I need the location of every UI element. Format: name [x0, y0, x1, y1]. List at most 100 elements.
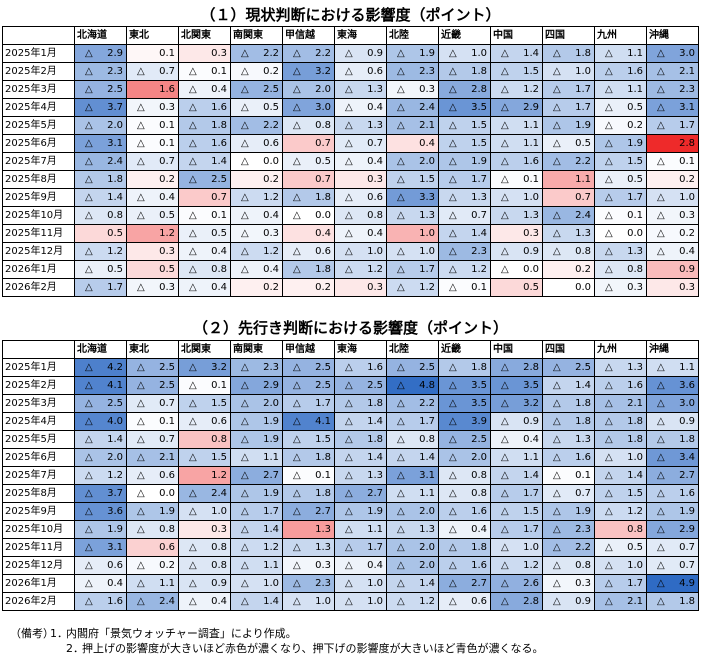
negative-mark: △ — [397, 596, 405, 607]
negative-mark: △ — [397, 452, 405, 463]
heat-cell: △ 1.4 — [74, 188, 127, 207]
negative-mark: △ — [553, 48, 561, 59]
notes-label: （備考） — [10, 627, 54, 640]
negative-mark: △ — [449, 452, 457, 463]
cell-value: 0.3 — [679, 210, 695, 221]
negative-mark: △ — [397, 560, 405, 571]
heat-cell: △ 0.5 — [594, 98, 647, 117]
negative-mark: △ — [553, 210, 561, 221]
heat-cell: △ 1.3 — [594, 242, 647, 261]
cell-value: 2.8 — [471, 84, 487, 95]
negative-mark: △ — [397, 380, 405, 391]
heat-cell: 0.3 — [334, 278, 387, 297]
negative-mark: △ — [293, 264, 301, 275]
heat-cell: △ 0.8 — [178, 260, 231, 279]
cell-value: 3.1 — [679, 102, 695, 113]
cell-value: 1.1 — [523, 138, 539, 149]
negative-mark: △ — [605, 174, 613, 185]
heat-cell: △ 0.6 — [334, 62, 387, 81]
cell-value: 1.5 — [211, 398, 227, 409]
negative-mark: △ — [137, 362, 145, 373]
heat-cell: △ 1.7 — [594, 574, 647, 593]
row-header: 2025年6月 — [2, 448, 75, 467]
cell-value: 0.3 — [367, 282, 383, 293]
negative-mark: △ — [449, 398, 457, 409]
cell-value: 0.3 — [315, 560, 331, 571]
heat-cell: 1.6 — [126, 80, 179, 99]
cell-value: 1.1 — [263, 452, 279, 463]
cell-value: 1.7 — [523, 524, 539, 535]
heat-cell: △ 1.1 — [334, 520, 387, 539]
cell-value: 1.3 — [627, 362, 643, 373]
heat-cell: 0.5 — [126, 260, 179, 279]
cell-value: 1.0 — [419, 228, 435, 239]
heat-cell: △ 2.1 — [386, 116, 439, 135]
heat-cell: △ 1.2 — [334, 260, 387, 279]
heat-cell: △ 1.0 — [594, 448, 647, 467]
heat-cell: 0.2 — [282, 278, 335, 297]
heat-cell: △ 0.8 — [594, 260, 647, 279]
cell-value: 0.1 — [211, 66, 227, 77]
negative-mark: △ — [657, 470, 665, 481]
cell-value: 0.4 — [523, 434, 539, 445]
negative-mark: △ — [657, 120, 665, 131]
row-header: 2025年10月 — [2, 520, 75, 539]
cell-value: 3.2 — [315, 66, 331, 77]
heat-cell: △ 0.5 — [594, 538, 647, 557]
table-row: 2025年12月 △ 1.2 0.3 △ 0.4 △ 1.2 △ 0.6 △ 1.0 △ 1.0 △ 2.3 △… — [2, 242, 699, 261]
cell-value: 3.0 — [679, 48, 695, 59]
heat-cell: △ 1.2 — [490, 80, 543, 99]
negative-mark: △ — [657, 488, 665, 499]
heat-cell: 0.1 — [126, 44, 179, 63]
negative-mark: △ — [449, 66, 457, 77]
heat-cell: △ 2.5 — [74, 394, 127, 413]
heat-cell: 0.2 — [230, 170, 283, 189]
column-header: 沖縄 — [646, 26, 699, 45]
negative-mark: △ — [449, 192, 457, 203]
heat-cell: △ 1.8 — [646, 592, 699, 611]
heat-cell: △ 3.1 — [386, 466, 439, 485]
negative-mark: △ — [137, 282, 145, 293]
heat-cell: 0.8 — [594, 520, 647, 539]
negative-mark: △ — [553, 452, 561, 463]
heat-cell: △ 2.9 — [74, 44, 127, 63]
heat-cell: 0.4 — [282, 224, 335, 243]
cell-value: 0.8 — [471, 488, 487, 499]
negative-mark: △ — [397, 246, 405, 257]
negative-mark: △ — [553, 506, 561, 517]
heat-cell: △ 1.1 — [386, 484, 439, 503]
heat-cell: △ 1.2 — [230, 242, 283, 261]
heat-cell: △ 1.2 — [230, 538, 283, 557]
table-row: 2025年3月 △ 2.5 △ 0.7 △ 1.5 △ 2.0 △ 1.7 △ 1.8 △ 2.2 △ 3.5 △… — [2, 394, 699, 413]
heat-cell: △ 1.2 — [594, 502, 647, 521]
cell-value: 1.7 — [107, 282, 123, 293]
heat-cell: △ 1.0 — [334, 574, 387, 593]
cell-value: 1.2 — [419, 596, 435, 607]
negative-mark: △ — [85, 102, 93, 113]
cell-value: 1.1 — [159, 578, 175, 589]
cell-value: 1.0 — [575, 66, 591, 77]
negative-mark: △ — [293, 380, 301, 391]
heat-cell: △ 1.6 — [74, 592, 127, 611]
negative-mark: △ — [85, 210, 93, 221]
negative-mark: △ — [85, 362, 93, 373]
heat-cell: △ 3.9 — [438, 412, 491, 431]
cell-value: 1.2 — [211, 470, 227, 481]
negative-mark: △ — [241, 434, 249, 445]
heat-cell: 0.3 — [178, 520, 231, 539]
row-header: 2025年8月 — [2, 170, 75, 189]
negative-mark: △ — [241, 362, 249, 373]
cell-value: 1.7 — [419, 264, 435, 275]
heat-cell: △ 0.8 — [126, 520, 179, 539]
cell-value: 0.6 — [367, 66, 383, 77]
heat-cell: △ 0.9 — [334, 44, 387, 63]
cell-value: 1.1 — [627, 48, 643, 59]
negative-mark: △ — [137, 398, 145, 409]
cell-value: 1.4 — [107, 434, 123, 445]
negative-mark: △ — [501, 380, 509, 391]
heat-cell: △ 1.8 — [282, 260, 335, 279]
cell-value: 2.2 — [315, 48, 331, 59]
column-header: 東海 — [334, 26, 387, 45]
negative-mark: △ — [345, 596, 353, 607]
note-text: 内閣府「景気ウォッチャー調査」により作成。 — [66, 627, 297, 640]
